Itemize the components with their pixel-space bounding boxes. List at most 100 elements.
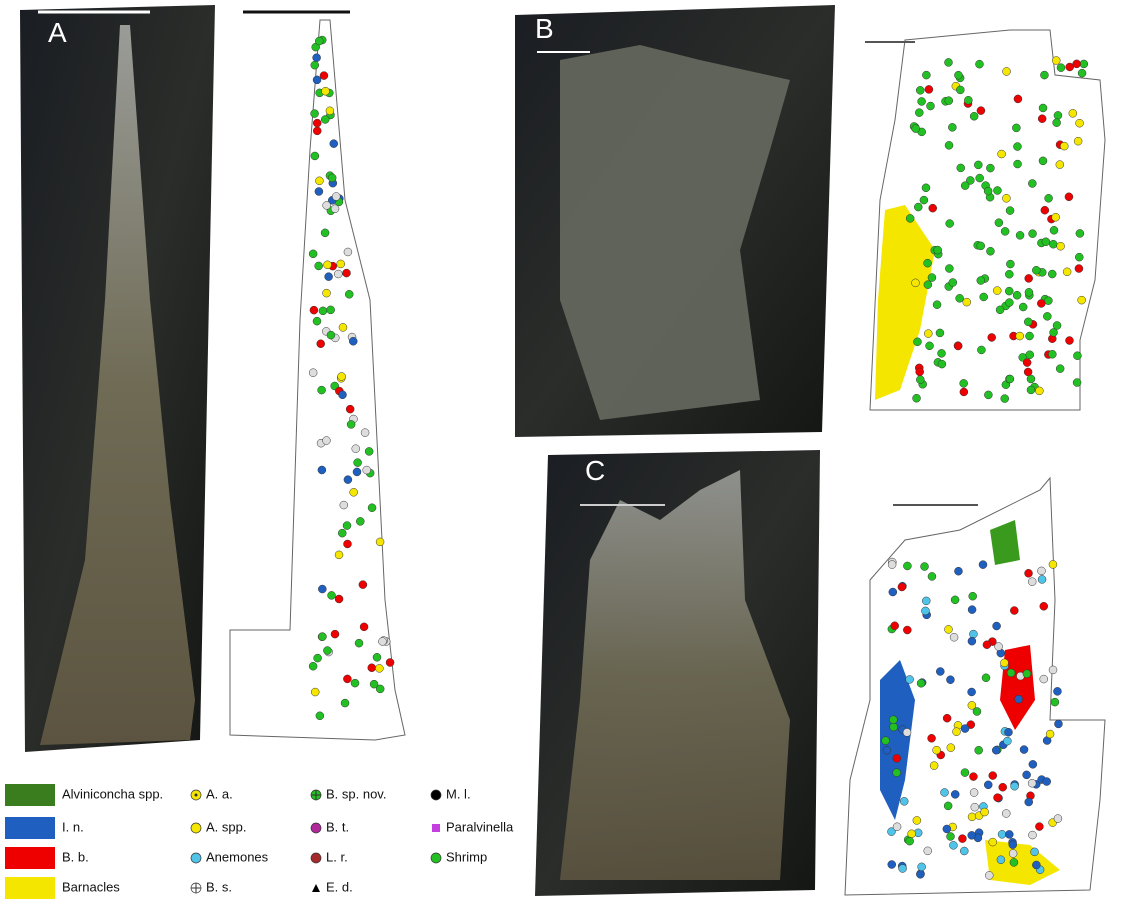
map-symbol — [1004, 727, 1013, 737]
map-symbol — [1005, 206, 1015, 215]
map-symbol — [982, 640, 992, 649]
map-symbol — [1064, 192, 1074, 202]
map-symbol — [1022, 770, 1031, 780]
map-symbol — [966, 176, 975, 185]
map-symbol — [338, 323, 348, 332]
map-symbol — [1044, 194, 1053, 203]
map-symbol — [969, 788, 979, 797]
map-symbol — [927, 572, 937, 581]
map-symbol — [1075, 252, 1084, 262]
map-symbol — [970, 802, 980, 812]
map-symbol — [372, 653, 382, 662]
map-symbol — [1035, 386, 1044, 396]
map-symbol — [913, 337, 922, 347]
map-symbol — [954, 566, 963, 576]
map-symbol — [1049, 328, 1058, 337]
map-symbol — [1002, 67, 1011, 76]
map-symbol — [987, 333, 996, 342]
map-symbol — [937, 349, 946, 358]
map-symbol — [314, 261, 323, 271]
panel-label: B — [535, 13, 554, 44]
map-symbol — [348, 337, 358, 346]
map-symbol — [1028, 229, 1037, 238]
map-symbol — [315, 176, 324, 186]
map-symbol — [385, 658, 395, 667]
legend-label: E. d. — [326, 879, 353, 894]
map-symbol — [998, 782, 1007, 792]
map-symbol — [1049, 239, 1058, 249]
map-symbol — [1005, 374, 1015, 384]
map-symbol — [312, 316, 322, 326]
map-symbol — [922, 596, 931, 606]
legend-swatch — [310, 852, 322, 864]
map-symbol — [986, 246, 995, 256]
map-symbol — [322, 436, 331, 445]
map-symbol — [986, 163, 995, 173]
map-symbol — [991, 745, 1001, 755]
map-symbol — [1047, 269, 1057, 279]
map-symbol — [960, 181, 970, 190]
map-symbol — [369, 679, 379, 689]
map-symbol — [924, 85, 934, 94]
map-symbol — [1008, 849, 1018, 858]
map-symbol — [915, 367, 924, 377]
map-symbol — [1037, 566, 1046, 576]
map-symbol — [1052, 56, 1061, 65]
map-symbol — [1049, 226, 1059, 235]
photo-a: A — [20, 5, 215, 752]
map-symbol — [1009, 858, 1019, 867]
map-symbol — [350, 678, 360, 688]
map-symbol — [1044, 296, 1053, 305]
map-symbol — [949, 841, 958, 850]
map-symbol — [1015, 231, 1025, 240]
map-symbol — [887, 860, 896, 869]
map-symbol — [1041, 237, 1051, 247]
map-symbol — [326, 330, 336, 340]
map-symbol — [322, 288, 331, 298]
map-symbol — [944, 58, 953, 67]
map-symbol — [978, 560, 988, 569]
map-symbol — [1004, 286, 1014, 296]
map-symbol — [950, 790, 960, 799]
map-symbol — [962, 297, 972, 307]
map-symbol — [1032, 860, 1041, 870]
map-symbol — [1056, 63, 1066, 72]
map-symbol — [1028, 179, 1037, 188]
map-symbol — [912, 393, 921, 403]
map-symbol — [1018, 302, 1028, 312]
map-symbol — [364, 447, 374, 456]
map-symbol — [976, 241, 985, 251]
map-symbol — [318, 632, 327, 641]
map-symbol — [1024, 569, 1033, 578]
map-symbol — [972, 707, 982, 716]
map-symbol — [917, 862, 926, 872]
map-symbol — [1027, 577, 1037, 586]
map-symbol — [1025, 350, 1035, 360]
map-symbol — [911, 278, 920, 288]
map-symbol — [331, 192, 341, 201]
map-symbol — [944, 96, 954, 105]
map-symbol — [375, 664, 384, 673]
map-symbol — [1014, 694, 1023, 704]
map-symbol — [1037, 114, 1047, 123]
map-symbol — [1050, 697, 1060, 707]
photo-b: B — [515, 5, 835, 437]
map-symbol — [912, 816, 922, 825]
map-symbol — [916, 870, 925, 879]
map-symbol — [323, 260, 332, 270]
map-symbols — [308, 35, 1089, 880]
map-symbol — [954, 70, 963, 80]
map-symbol — [1073, 136, 1083, 146]
legend-label: B. s. — [206, 879, 232, 894]
map-symbol — [944, 141, 954, 150]
map-symbol — [330, 204, 340, 214]
map-symbol — [1010, 606, 1019, 615]
map-symbol — [315, 711, 325, 721]
map-symbol — [889, 715, 898, 724]
map-symbol — [1038, 103, 1048, 113]
map-symbol — [327, 591, 336, 600]
map-symbol — [1027, 778, 1037, 788]
map-symbol — [933, 245, 942, 255]
map-symbol — [919, 195, 929, 205]
